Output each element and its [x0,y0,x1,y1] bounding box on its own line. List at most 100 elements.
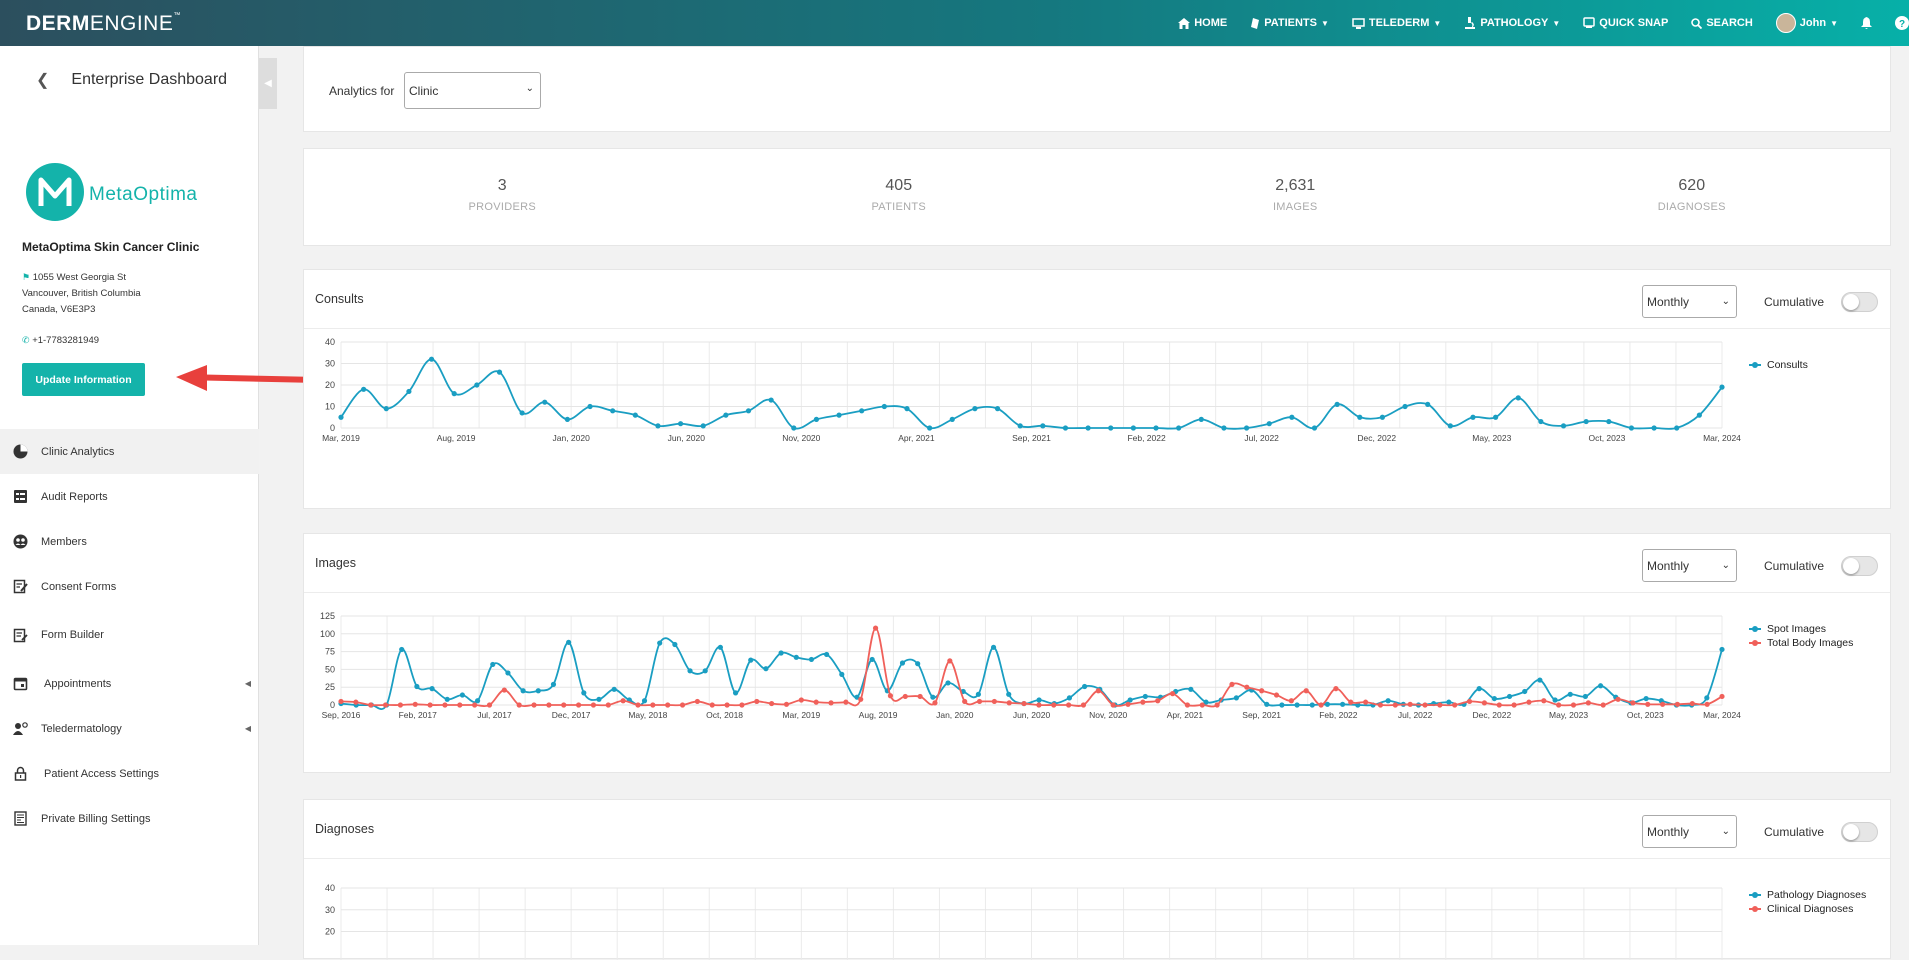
data-point[interactable] [516,702,522,708]
data-point[interactable] [575,702,582,708]
data-point[interactable] [490,661,496,668]
notifications-button[interactable] [1861,17,1872,29]
data-point[interactable] [769,700,775,707]
data-point[interactable] [724,702,730,708]
data-point[interactable] [620,698,626,704]
data-point[interactable] [1704,701,1710,707]
data-point[interactable] [519,410,525,416]
data-point[interactable] [1719,693,1725,700]
data-point[interactable] [1155,698,1161,704]
data-point[interactable] [1279,702,1285,708]
data-point[interactable] [1585,700,1591,706]
legend-item[interactable]: Consults [1749,358,1808,372]
data-point[interactable] [444,696,450,702]
data-point[interactable] [505,670,511,676]
data-point[interactable] [1630,700,1636,706]
cumulative-toggle[interactable] [1841,292,1878,312]
data-point[interactable] [564,416,570,422]
data-point[interactable] [1062,425,1069,431]
data-point[interactable] [546,702,552,708]
data-point[interactable] [1363,699,1369,705]
data-point[interactable] [406,388,412,395]
data-point[interactable] [836,412,842,418]
sidebar-item-audit-reports[interactable]: Audit Reports [0,474,259,519]
cumulative-toggle[interactable] [1841,556,1878,576]
data-point[interactable] [813,416,820,422]
data-point[interactable] [1466,698,1473,705]
nav-pathology[interactable]: PATHOLOGY ▼ [1464,17,1560,29]
data-point[interactable] [459,692,466,698]
data-point[interactable] [702,668,708,674]
data-point[interactable] [610,408,616,414]
data-point[interactable] [1385,698,1391,704]
data-point[interactable] [1496,702,1502,708]
data-point[interactable] [1188,686,1194,692]
data-point[interactable] [590,702,597,708]
data-point[interactable] [1333,686,1339,692]
cumulative-toggle[interactable] [1841,822,1878,842]
data-point[interactable] [611,686,617,692]
data-point[interactable] [412,701,418,707]
data-point[interactable] [1541,698,1547,704]
data-point[interactable] [1273,692,1280,698]
sidebar-item-members[interactable]: Members [0,519,259,564]
data-point[interactable] [839,671,845,677]
data-point[interactable] [632,412,638,418]
data-point[interactable] [962,698,968,705]
data-point[interactable] [1334,401,1340,407]
data-point[interactable] [1142,693,1148,700]
legend-item[interactable]: Spot Images [1749,622,1853,636]
legend-item[interactable]: Pathology Diagnoses [1749,888,1866,902]
data-point[interactable] [745,408,752,414]
nav-quick-snap[interactable]: QUICK SNAP [1583,17,1668,29]
data-point[interactable] [679,702,686,708]
data-point[interactable] [1452,702,1458,708]
data-point[interactable] [665,702,671,708]
data-point[interactable] [904,406,910,412]
data-point[interactable] [650,702,656,708]
data-point[interactable] [1340,701,1346,707]
data-point[interactable] [1704,695,1710,701]
data-point[interactable] [991,698,997,705]
data-point[interactable] [1244,684,1250,690]
data-point[interactable] [1537,677,1543,683]
data-point[interactable] [1085,425,1091,431]
data-point[interactable] [427,702,433,708]
data-point[interactable] [496,369,503,375]
data-point[interactable] [353,699,359,705]
data-point[interactable] [1379,414,1386,420]
data-point[interactable] [1437,702,1443,708]
data-point[interactable] [1392,702,1398,708]
data-point[interactable] [338,414,344,420]
data-point[interactable] [1169,691,1176,697]
data-point[interactable] [1560,423,1567,429]
data-point[interactable] [1538,418,1544,425]
data-point[interactable] [917,693,923,700]
data-point[interactable] [843,699,849,705]
data-point[interactable] [1066,695,1073,701]
data-point[interactable] [397,702,403,708]
data-point[interactable] [1264,701,1270,707]
data-point[interactable] [1082,683,1088,690]
data-point[interactable] [1491,695,1497,702]
data-point[interactable] [1243,425,1250,431]
sidebar-item-patient-access-settings[interactable]: Patient Access Settings [0,751,259,796]
update-information-button[interactable]: Update Information [22,363,145,396]
data-point[interactable] [717,644,723,650]
nav-telederm[interactable]: TELEDERM ▼ [1352,17,1441,29]
data-point[interactable] [1515,395,1521,401]
data-point[interactable] [881,403,887,410]
data-point[interactable] [472,702,478,708]
period-select[interactable]: Monthly ⌄ [1642,549,1737,582]
data-point[interactable] [1628,425,1635,431]
data-point[interactable] [1066,702,1072,708]
data-point[interactable] [1259,688,1265,694]
data-point[interactable] [1357,414,1363,420]
data-point[interactable] [1309,702,1315,708]
data-point[interactable] [641,698,648,704]
data-point[interactable] [1506,693,1513,700]
data-point[interactable] [1017,423,1023,429]
data-point[interactable] [768,397,774,403]
data-point[interactable] [1006,691,1012,697]
data-point[interactable] [1214,702,1220,708]
